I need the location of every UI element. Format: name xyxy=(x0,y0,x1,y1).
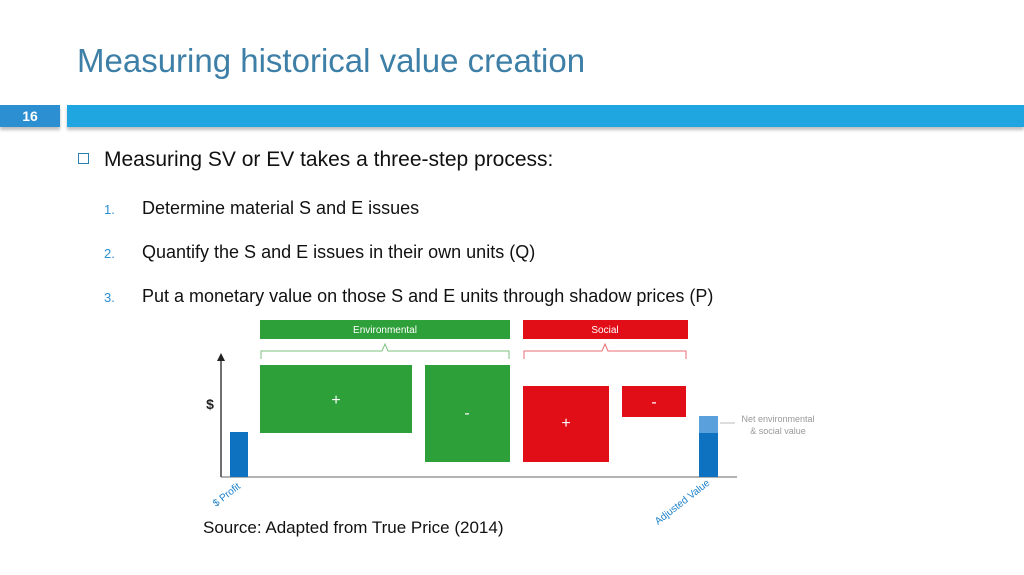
social-header-label: Social xyxy=(591,325,618,336)
net-value-highlight xyxy=(699,416,718,433)
social-plus-bar xyxy=(523,386,609,462)
square-bullet-icon xyxy=(78,153,89,164)
environmental-minus-bar xyxy=(425,365,510,462)
y-axis-arrow-icon xyxy=(217,353,225,361)
main-bullet-text: Measuring SV or EV takes a three-step pr… xyxy=(104,148,554,171)
step-number-2: 2. xyxy=(104,246,115,261)
annotation-line-1: Net environmental xyxy=(741,414,814,424)
slide-title: Measuring historical value creation xyxy=(77,42,586,79)
social-brace xyxy=(523,342,687,359)
profit-bar xyxy=(230,432,248,477)
step-number-1: 1. xyxy=(104,202,115,217)
step-number-3: 3. xyxy=(104,290,115,305)
slide-number-badge: 16 xyxy=(0,105,60,127)
environmental-brace xyxy=(260,342,510,359)
profit-x-label: $ Profit xyxy=(211,481,243,509)
adjusted-value-x-label: Adjusted Value xyxy=(653,477,713,527)
environmental-header-bar xyxy=(260,320,510,339)
environmental-plus-bar xyxy=(260,365,412,433)
value-creation-chart: Environmental Social $ + - + - Net envir… xyxy=(206,320,815,527)
environmental-plus-sign: + xyxy=(331,392,340,409)
environmental-header-label: Environmental xyxy=(353,325,417,336)
annotation-line-2: & social value xyxy=(750,426,806,436)
step-text-3: Put a monetary value on those S and E un… xyxy=(142,286,714,306)
step-text-1: Determine material S and E issues xyxy=(142,198,420,218)
social-minus-bar xyxy=(622,386,686,417)
title-underline-bar xyxy=(67,105,1024,127)
social-minus-sign: - xyxy=(651,394,656,411)
step-text-2: Quantify the S and E issues in their own… xyxy=(142,242,536,262)
slide-number: 16 xyxy=(22,108,38,124)
social-header-bar xyxy=(523,320,688,339)
source-caption: Source: Adapted from True Price (2014) xyxy=(203,518,504,537)
social-plus-sign: + xyxy=(561,415,570,432)
y-axis-label: $ xyxy=(206,396,214,412)
environmental-minus-sign: - xyxy=(464,405,469,422)
